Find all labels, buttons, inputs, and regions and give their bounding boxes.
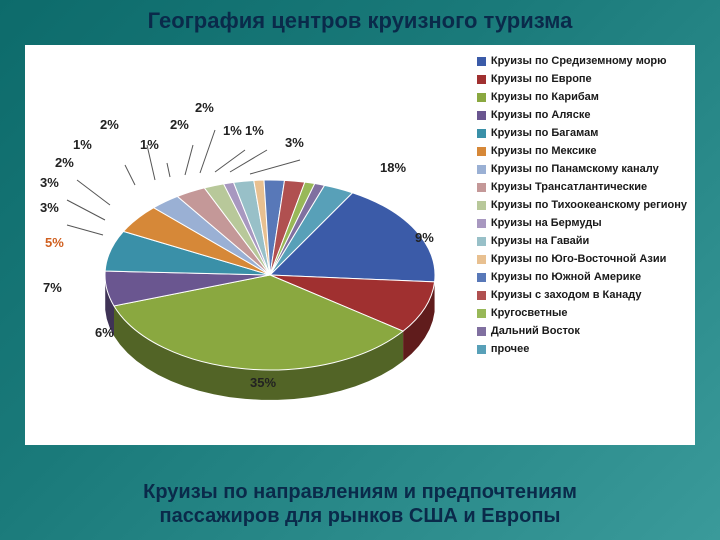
slice-pct-label: 7% (43, 280, 62, 295)
legend-item: Круизы по Юго-Восточной Азии (477, 253, 687, 265)
legend-item: Круизы по Тихоокеанскому региону (477, 199, 687, 211)
legend-swatch (477, 147, 486, 156)
leader-line (167, 163, 170, 177)
legend-label: Дальний Восток (491, 325, 580, 337)
footer-caption: Круизы по направлениям и предпочтениям п… (0, 480, 720, 528)
legend-item: Круизы с заходом в Канаду (477, 289, 687, 301)
legend-label: Круизы по Тихоокеанскому региону (491, 199, 687, 211)
page-title: География центров круизного туризма (0, 8, 720, 34)
leader-line (185, 145, 193, 175)
legend-swatch (477, 255, 486, 264)
legend-label: Круизы по Панамскому каналу (491, 163, 659, 175)
slice-pct-label: 1% (245, 123, 264, 138)
legend-item: Дальний Восток (477, 325, 687, 337)
pie-chart: 18%9%35%6%7%5%3%3%2%1%2%1%2%2%1%1%3% (55, 105, 425, 395)
legend-swatch (477, 309, 486, 318)
slice-pct-label: 9% (415, 230, 434, 245)
legend-swatch (477, 183, 486, 192)
slice-pct-label: 2% (100, 117, 119, 132)
chart-area: 18%9%35%6%7%5%3%3%2%1%2%1%2%2%1%1%3% Кру… (25, 45, 695, 445)
legend-swatch (477, 327, 486, 336)
legend-swatch (477, 237, 486, 246)
legend-swatch (477, 57, 486, 66)
legend-swatch (477, 129, 486, 138)
legend-swatch (477, 165, 486, 174)
slice-pct-label: 35% (250, 375, 276, 390)
leader-line (67, 225, 103, 235)
legend-item: Круизы по Багамам (477, 127, 687, 139)
legend-label: Круизы по Средиземному морю (491, 55, 667, 67)
leader-line (200, 130, 215, 173)
slice-pct-label: 2% (170, 117, 189, 132)
footer-line2: пассажиров для рынков США и Европы (159, 505, 560, 527)
legend-label: Круизы с заходом в Канаду (491, 289, 642, 301)
slice-pct-label: 6% (95, 325, 114, 340)
leader-line (230, 150, 267, 172)
legend-item: прочее (477, 343, 687, 355)
legend-item: Круизы по Европе (477, 73, 687, 85)
legend-label: Круизы по Юго-Восточной Азии (491, 253, 667, 265)
legend-swatch (477, 111, 486, 120)
slice-pct-label: 5% (45, 235, 64, 250)
slice-pct-label: 3% (40, 175, 59, 190)
legend-swatch (477, 93, 486, 102)
leader-line (125, 165, 135, 185)
leader-line (77, 180, 110, 205)
pie-svg (55, 105, 475, 445)
legend-label: Круизы по Европе (491, 73, 592, 85)
slice-pct-label: 1% (140, 137, 159, 152)
legend-label: Круизы на Гавайи (491, 235, 589, 247)
legend-item: Круизы по Мексике (477, 145, 687, 157)
legend-label: Круизы Трансатлантические (491, 181, 647, 193)
legend-item: Круизы по Панамскому каналу (477, 163, 687, 175)
slice-pct-label: 2% (195, 100, 214, 115)
legend-swatch (477, 201, 486, 210)
legend: Круизы по Средиземному морю Круизы по Евр… (477, 55, 687, 361)
legend-label: Круизы по Карибам (491, 91, 599, 103)
legend-item: Кругосветные (477, 307, 687, 319)
legend-label: Круизы по Аляске (491, 109, 591, 121)
leader-line (250, 160, 300, 174)
legend-label: прочее (491, 343, 529, 355)
slice-pct-label: 3% (40, 200, 59, 215)
slice-pct-label: 1% (73, 137, 92, 152)
legend-swatch (477, 291, 486, 300)
slice-pct-label: 1% (223, 123, 242, 138)
legend-label: Круизы по Южной Америке (491, 271, 641, 283)
legend-item: Круизы на Бермуды (477, 217, 687, 229)
legend-item: Круизы Трансатлантические (477, 181, 687, 193)
legend-label: Круизы по Мексике (491, 145, 597, 157)
legend-item: Круизы по Аляске (477, 109, 687, 121)
slice-pct-label: 2% (55, 155, 74, 170)
legend-swatch (477, 219, 486, 228)
slice-pct-label: 18% (380, 160, 406, 175)
leader-line (215, 150, 245, 172)
legend-label: Круизы по Багамам (491, 127, 598, 139)
legend-label: Круизы на Бермуды (491, 217, 602, 229)
legend-item: Круизы по Средиземному морю (477, 55, 687, 67)
legend-item: Круизы по Карибам (477, 91, 687, 103)
legend-label: Кругосветные (491, 307, 568, 319)
leader-line (67, 200, 105, 220)
legend-swatch (477, 345, 486, 354)
slide: География центров круизного туризма 18% 9… (0, 0, 720, 540)
legend-swatch (477, 75, 486, 84)
legend-item: Круизы на Гавайи (477, 235, 687, 247)
legend-item: Круизы по Южной Америке (477, 271, 687, 283)
legend-swatch (477, 273, 486, 282)
slice-pct-label: 3% (285, 135, 304, 150)
footer-line1: Круизы по направлениям и предпочтениям (143, 481, 577, 503)
